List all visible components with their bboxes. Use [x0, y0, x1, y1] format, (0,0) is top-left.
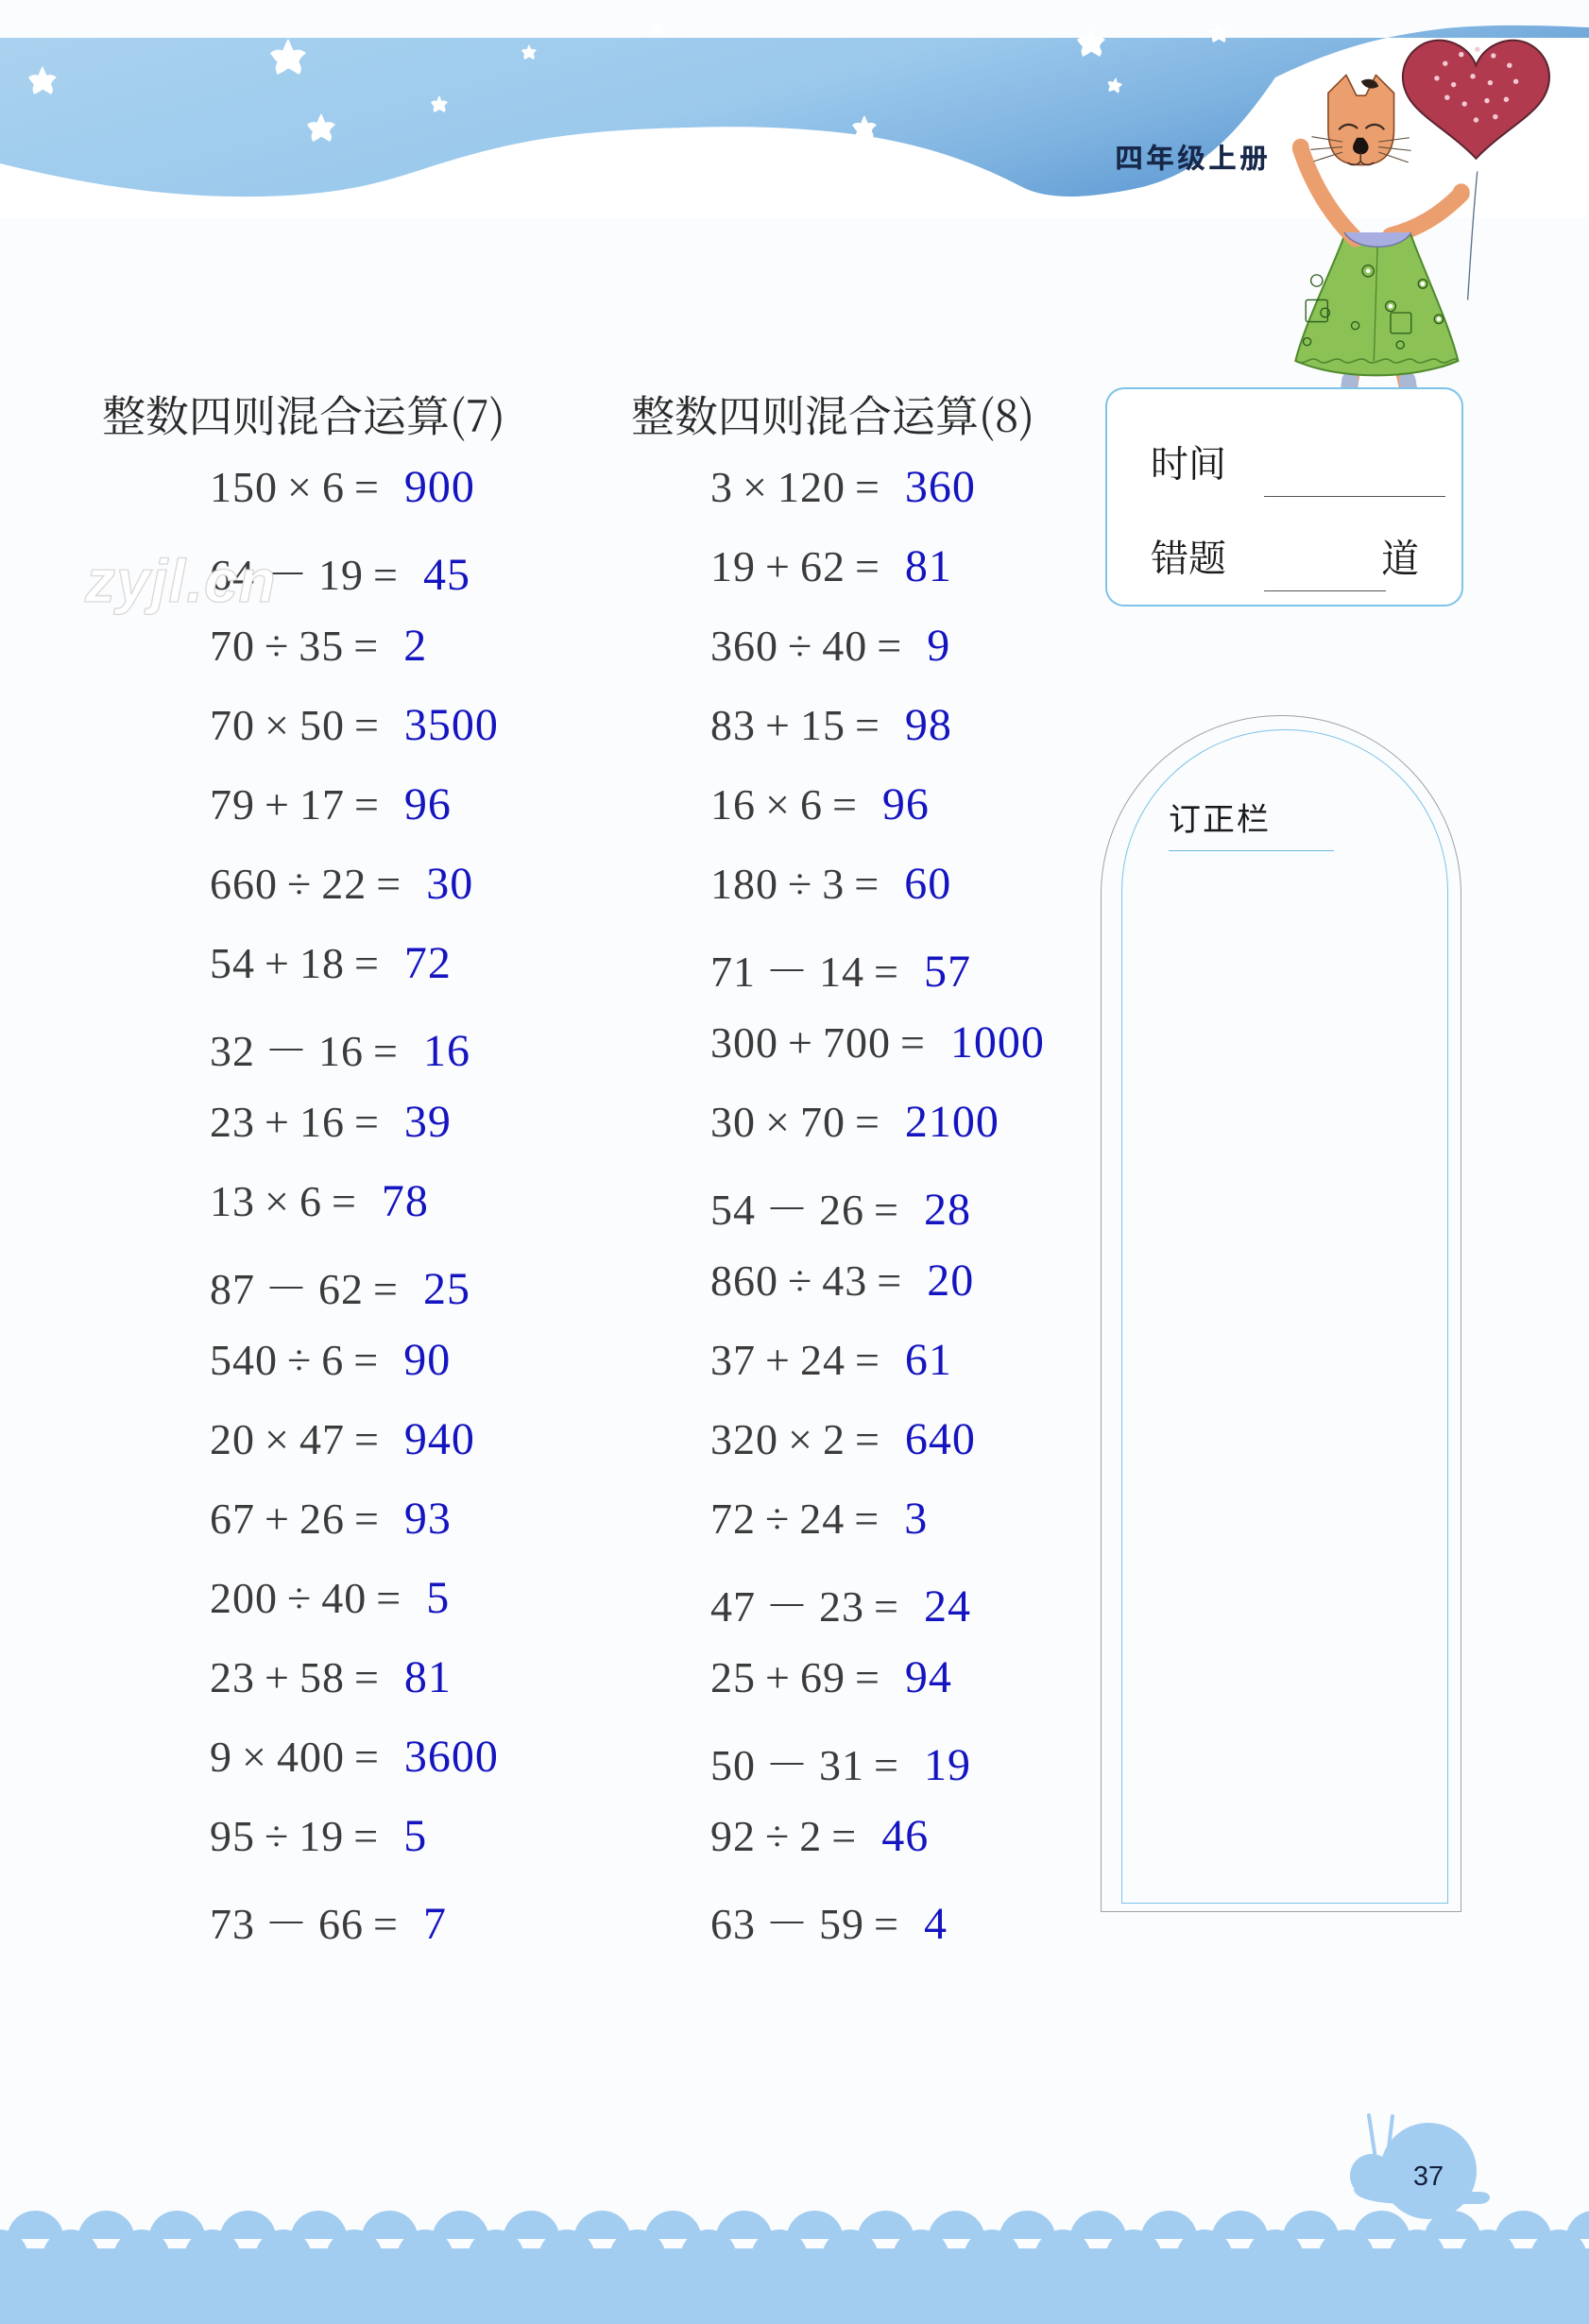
svg-text:37: 37 — [1413, 2162, 1444, 2192]
